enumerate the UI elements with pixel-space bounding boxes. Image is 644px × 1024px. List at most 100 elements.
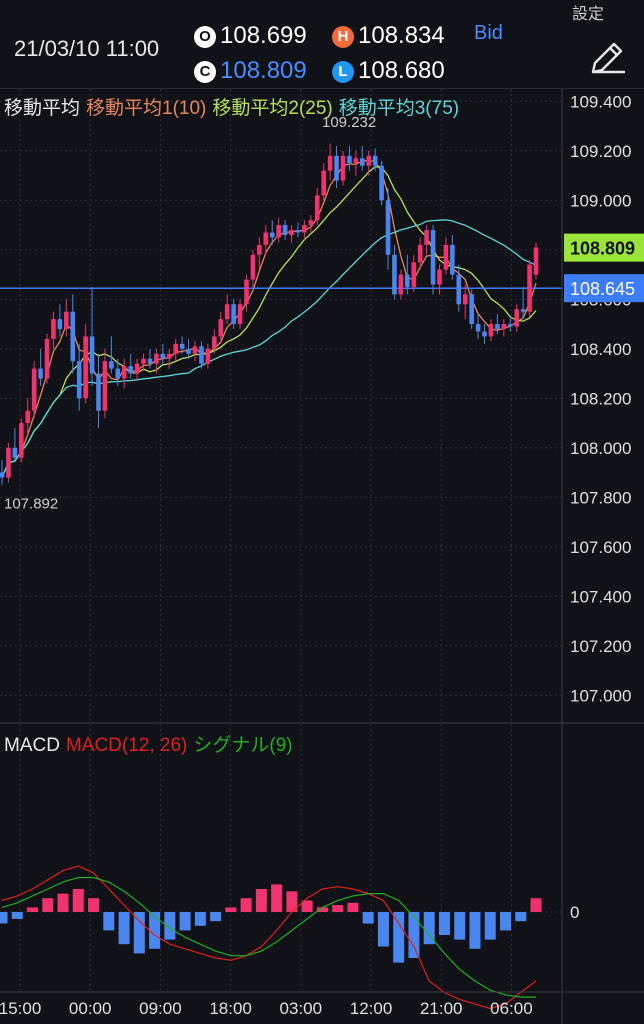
macd-histogram-bar xyxy=(316,907,328,912)
macd-histogram-bar xyxy=(240,898,252,912)
macd-panel: 0 xyxy=(0,865,579,1010)
candle-body xyxy=(244,279,249,305)
time-tick-label: 06:00 xyxy=(490,999,533,1018)
candle-body xyxy=(83,336,88,399)
price-tick-label: 107.000 xyxy=(570,686,631,705)
candle-body xyxy=(475,324,481,332)
candle-body xyxy=(289,230,294,235)
extreme-price-annotation: 109.232 xyxy=(322,114,376,131)
candle-body xyxy=(166,353,172,359)
price-tick-label: 107.400 xyxy=(570,587,631,606)
candle-body xyxy=(520,309,526,312)
candle-body xyxy=(6,447,11,478)
high-badge: H xyxy=(332,25,354,48)
candle-body xyxy=(224,304,230,320)
open-value-group: O 108.699 xyxy=(194,22,307,50)
candle-body xyxy=(96,373,101,411)
signal-line xyxy=(1,876,536,998)
open-value: 108.699 xyxy=(220,22,307,49)
price-tick-label: 107.800 xyxy=(570,488,631,507)
high-value-group: H 108.834 xyxy=(332,22,445,50)
macd-histogram-bar xyxy=(149,912,161,949)
time-tick-label: 00:00 xyxy=(69,999,112,1018)
quote-header: 設定 21/03/10 11:00 O 108.699 H 108.834 C 108… xyxy=(0,0,644,89)
high-value: 108.834 xyxy=(358,22,445,49)
candle-body xyxy=(51,319,56,339)
candle-body xyxy=(424,230,429,245)
macd-histogram-bar xyxy=(438,912,450,935)
candle-body xyxy=(250,254,256,280)
candle-body xyxy=(430,230,436,285)
price-tick-label: 108.200 xyxy=(570,389,631,408)
macd-histogram-bar xyxy=(301,900,313,912)
candle-body xyxy=(527,264,532,312)
candle-body xyxy=(443,244,449,270)
macd-histogram-bar xyxy=(57,893,69,912)
macd-histogram-bar xyxy=(286,891,298,912)
candle-body xyxy=(385,200,391,255)
ma2-legend: 移動平均2(25) xyxy=(212,98,333,119)
candle-body xyxy=(76,361,82,399)
candle-body xyxy=(192,346,198,354)
close-value-group: C 108.809 xyxy=(194,57,307,85)
candle-body xyxy=(398,274,404,295)
macd-histogram-bar xyxy=(408,912,420,958)
candle-body xyxy=(0,472,5,478)
candle-body xyxy=(31,368,37,411)
ma-legend-title: 移動平均 xyxy=(4,98,81,119)
price-tick-label: 109.200 xyxy=(570,142,631,161)
candle-body xyxy=(134,363,140,374)
macd-histogram-bar xyxy=(393,912,405,963)
hline-price-label: 108.645 xyxy=(570,279,635,299)
macd-histogram-bar xyxy=(484,912,496,940)
macd-histogram-bar xyxy=(530,898,542,912)
pencil-icon[interactable] xyxy=(585,36,629,80)
macd-histogram-bar xyxy=(499,912,511,931)
settings-label-cut[interactable]: 設定 xyxy=(572,6,605,23)
time-tick-label: 21:00 xyxy=(420,999,463,1018)
macd-histogram-bar xyxy=(347,902,359,912)
candle-body xyxy=(276,225,281,238)
candle-body xyxy=(19,423,24,458)
macd-histogram-bar xyxy=(271,884,283,912)
time-tick-label: 18:00 xyxy=(209,999,252,1018)
candle-body xyxy=(501,324,507,330)
moving-average-lines: 109.232 107.892 xyxy=(0,114,562,513)
price-axis: 109.400109.200109.000108.800108.600108.4… xyxy=(0,89,644,1024)
macd-histogram-bar xyxy=(362,912,374,924)
candle-body xyxy=(488,324,494,337)
ma1-line xyxy=(1,160,537,478)
candle-body xyxy=(450,244,455,275)
close-badge: C xyxy=(194,60,216,83)
hline-price-badge xyxy=(564,274,644,303)
macd-histogram-bar xyxy=(332,905,344,912)
candle-body xyxy=(437,269,442,285)
time-tick-label: 09:00 xyxy=(139,999,182,1018)
candle-body xyxy=(507,324,513,327)
macd-histogram-bar xyxy=(210,912,222,922)
candle-body xyxy=(57,319,63,330)
ma3-line xyxy=(1,219,537,478)
candle-body xyxy=(25,410,31,424)
macd-histogram-bar xyxy=(118,912,130,945)
candle-body xyxy=(411,262,417,287)
ma-legend: 移動平均 移動平均1(10) 移動平均2(25) 移動平均3(75) xyxy=(4,93,465,120)
candle-body xyxy=(89,336,95,374)
extreme-price-annotation: 107.892 xyxy=(4,496,58,513)
ma1-legend: 移動平均1(10) xyxy=(86,98,207,119)
price-tick-label: 109.400 xyxy=(570,92,631,111)
signal-line-legend: シグナル(9) xyxy=(193,735,293,756)
macd-histogram-bar xyxy=(72,889,84,912)
candle-body xyxy=(231,304,236,325)
candle-body xyxy=(462,294,468,305)
low-badge: L xyxy=(332,60,354,83)
price-type-label[interactable]: Bid xyxy=(474,22,503,44)
candle-body xyxy=(533,247,539,275)
price-tick-label: 109.000 xyxy=(570,191,631,210)
low-value: 108.680 xyxy=(358,57,445,84)
price-tick-label: 107.600 xyxy=(570,538,631,557)
macd-histogram-bar xyxy=(469,912,481,949)
time-tick-label: 03:00 xyxy=(280,999,323,1018)
candle-body xyxy=(366,155,372,166)
